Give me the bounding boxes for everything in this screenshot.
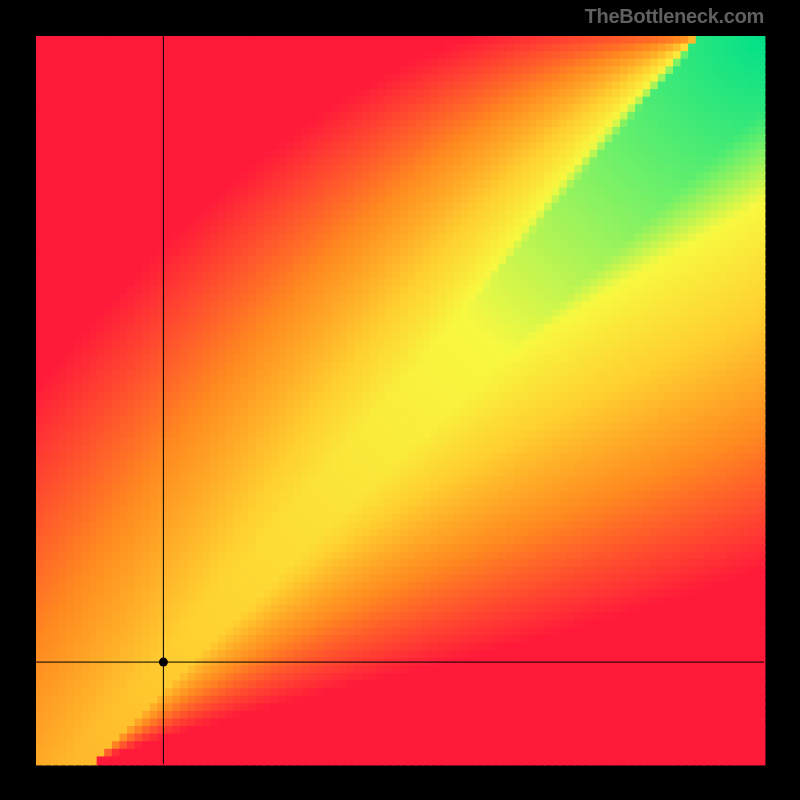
chart-container: TheBottleneck.com <box>0 0 800 800</box>
watermark-text: TheBottleneck.com <box>585 6 764 29</box>
bottleneck-heatmap <box>0 0 800 800</box>
